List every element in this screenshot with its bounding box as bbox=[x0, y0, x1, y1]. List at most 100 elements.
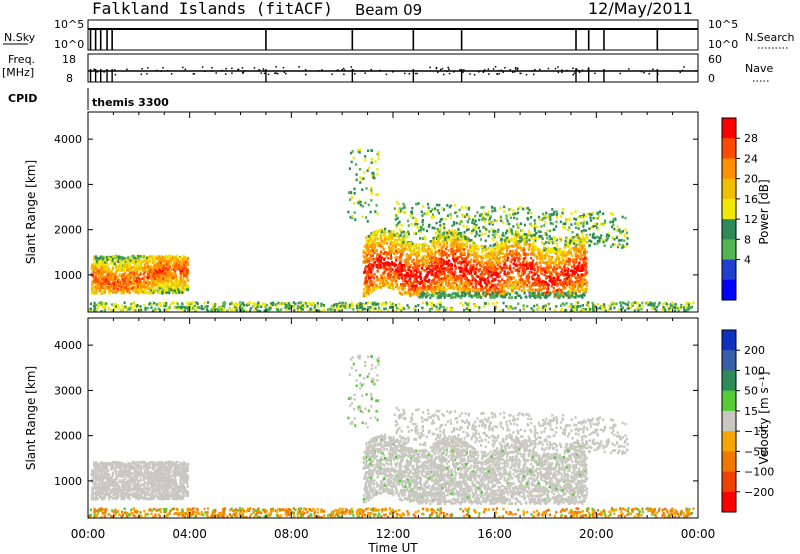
scatter-cell bbox=[523, 287, 526, 291]
scatter-cell bbox=[408, 274, 412, 278]
scatter-cell bbox=[454, 249, 457, 252]
scatter-cell bbox=[454, 231, 457, 235]
scatter-cell bbox=[164, 255, 167, 258]
scatter-cell bbox=[97, 283, 100, 287]
scatter-cell bbox=[460, 262, 463, 266]
nave-dot bbox=[221, 69, 223, 72]
nave-dot bbox=[514, 68, 517, 70]
scatter-cell bbox=[557, 278, 560, 281]
scatter-cell bbox=[367, 257, 370, 260]
scatter-cell bbox=[95, 269, 98, 273]
scatter-cell bbox=[583, 249, 586, 252]
scatter-cell bbox=[365, 249, 368, 253]
scatter-cell bbox=[163, 280, 166, 283]
scatter-cell bbox=[136, 281, 139, 284]
scatter-cell bbox=[407, 242, 411, 245]
scatter-cell bbox=[569, 277, 572, 281]
scatter-cell bbox=[97, 276, 101, 280]
scatter-cell bbox=[404, 244, 407, 248]
scatter-cell bbox=[465, 269, 468, 273]
nave-dot bbox=[496, 73, 499, 75]
scatter-cell bbox=[106, 258, 109, 262]
scatter-cell bbox=[119, 262, 122, 266]
nave-dot bbox=[441, 67, 444, 70]
nave-dot bbox=[317, 70, 320, 72]
nave-dot bbox=[215, 72, 217, 74]
scatter-cell bbox=[144, 289, 147, 292]
scatter-cell bbox=[108, 278, 111, 282]
nave-dot bbox=[469, 73, 471, 75]
scatter-cell bbox=[392, 230, 395, 233]
nave-dot bbox=[155, 69, 158, 72]
nave-dot bbox=[162, 66, 164, 69]
scatter-cell bbox=[417, 253, 420, 256]
scatter-cell bbox=[180, 291, 184, 294]
nave-dot bbox=[283, 71, 286, 73]
scatter-cell bbox=[114, 259, 118, 262]
scatter-cell bbox=[472, 264, 475, 267]
scatter-cell bbox=[122, 259, 125, 263]
scatter-cell bbox=[425, 288, 428, 291]
scatter-cell bbox=[116, 255, 119, 259]
scatter-cell bbox=[387, 273, 390, 276]
scatter-cell bbox=[538, 248, 541, 252]
scatter-cell bbox=[173, 291, 176, 294]
scatter-cell bbox=[419, 243, 422, 247]
scatter-cell bbox=[380, 235, 383, 239]
nave-label: Nave bbox=[745, 62, 773, 75]
scatter-cell bbox=[539, 265, 542, 268]
scatter-cell bbox=[176, 259, 179, 263]
nave-dot bbox=[231, 67, 233, 70]
scatter-cell bbox=[108, 286, 112, 290]
scatter-cell bbox=[480, 276, 483, 280]
scatter-cell bbox=[367, 278, 371, 282]
scatter-cell bbox=[454, 238, 457, 242]
scatter-cell bbox=[179, 275, 183, 279]
scatter-cell bbox=[422, 281, 425, 285]
scatter-cell bbox=[162, 284, 165, 287]
scatter-cell bbox=[150, 291, 153, 294]
scatter-cell bbox=[522, 289, 525, 293]
scatter-cell bbox=[399, 271, 402, 274]
scatter-cell bbox=[567, 250, 570, 254]
scatter-cell bbox=[119, 259, 122, 262]
scatter-cell bbox=[137, 278, 140, 282]
scatter-cell bbox=[147, 276, 150, 279]
scatter-cell bbox=[439, 267, 442, 270]
scatter-cell bbox=[99, 288, 102, 291]
scatter-cell bbox=[143, 271, 146, 274]
scatter-cell bbox=[407, 265, 410, 269]
scatter-cell bbox=[367, 242, 370, 246]
scatter-cell bbox=[129, 281, 132, 284]
scatter-cell bbox=[491, 277, 495, 281]
scatter-cell bbox=[459, 255, 462, 258]
scatter-cell bbox=[453, 280, 456, 284]
scatter-cell bbox=[375, 256, 378, 260]
scatter-cell bbox=[497, 260, 500, 263]
scatter-cell bbox=[137, 289, 141, 292]
scatter-cell bbox=[380, 237, 383, 241]
scatter-cell bbox=[153, 259, 156, 262]
scatter-cell bbox=[363, 280, 367, 283]
scatter-cell bbox=[512, 240, 515, 244]
scatter-cell bbox=[109, 261, 113, 264]
scatter-cell bbox=[185, 285, 188, 289]
nave-dot bbox=[126, 68, 128, 71]
scatter-cell bbox=[152, 256, 156, 260]
scatter-cell bbox=[508, 276, 511, 279]
scatter-cell bbox=[161, 266, 164, 270]
scatter-cell bbox=[182, 273, 186, 277]
nave-dot bbox=[539, 68, 541, 71]
scatter-cell bbox=[554, 260, 557, 263]
scatter-cell bbox=[98, 281, 102, 285]
scatter-cell bbox=[128, 265, 131, 268]
scatter-cell bbox=[457, 278, 460, 282]
scatter-cell bbox=[509, 260, 512, 263]
scatter-cell bbox=[486, 276, 489, 280]
scatter-cell bbox=[108, 256, 111, 260]
scatter-cell bbox=[438, 260, 441, 264]
scatter-cell bbox=[577, 268, 580, 272]
scatter-cell bbox=[439, 283, 443, 287]
scatter-cell bbox=[552, 262, 556, 265]
scatter-cell bbox=[481, 251, 484, 254]
